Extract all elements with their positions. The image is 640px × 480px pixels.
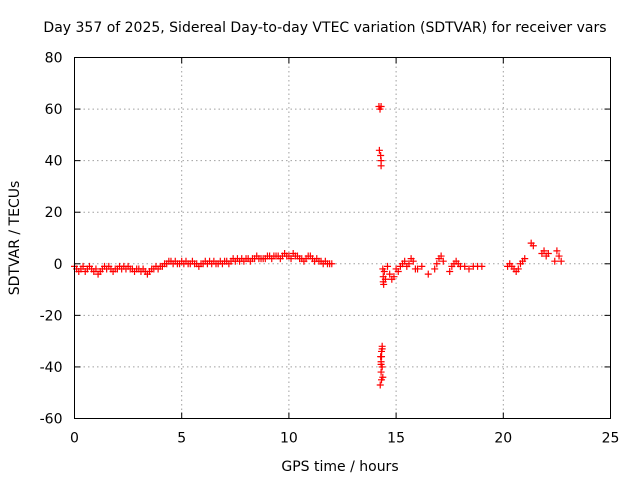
- data-point: [446, 268, 454, 276]
- data-point: [375, 146, 383, 154]
- x-tick-label: 25: [602, 431, 620, 447]
- data-point: [92, 265, 100, 273]
- data-point: [465, 265, 473, 273]
- data-points: [71, 102, 565, 389]
- data-point: [386, 270, 394, 278]
- data-point: [394, 268, 402, 276]
- y-tick-label: 40: [45, 154, 63, 170]
- plot-frame: [74, 57, 611, 419]
- data-point: [437, 252, 445, 260]
- data-point: [380, 280, 388, 288]
- y-tick-label: -20: [40, 308, 63, 324]
- data-point: [377, 368, 385, 376]
- data-point: [478, 262, 486, 270]
- data-point: [379, 373, 387, 381]
- x-tick-label: 5: [177, 431, 186, 447]
- grid-lines: [74, 57, 611, 419]
- data-point: [540, 247, 548, 255]
- data-point: [553, 247, 561, 255]
- x-tick-label: 20: [494, 431, 512, 447]
- data-point: [521, 255, 529, 263]
- data-point: [557, 257, 565, 265]
- y-tick-label: -40: [40, 360, 63, 376]
- data-point: [405, 260, 413, 268]
- y-tick-label: 80: [45, 51, 63, 67]
- data-point: [378, 345, 386, 353]
- axis-ticks: 0 5 10 15 20 25 -60 -40 -20 0 20 40 60 80: [40, 51, 620, 447]
- data-point: [328, 260, 336, 268]
- data-point: [377, 162, 385, 170]
- data-point: [377, 360, 385, 368]
- data-point: [414, 265, 422, 273]
- data-point: [390, 273, 398, 281]
- data-point: [431, 265, 439, 273]
- data-point: [376, 381, 384, 389]
- data-point: [433, 260, 441, 268]
- data-point: [439, 257, 447, 265]
- y-tick-label: 60: [45, 102, 63, 118]
- y-tick-label: 20: [45, 205, 63, 221]
- data-point: [555, 252, 563, 260]
- chart-title: Day 357 of 2025, Sidereal Day-to-day VTE…: [43, 20, 606, 36]
- x-tick-label: 10: [280, 431, 298, 447]
- y-axis-label: SDTVAR / TECUs: [7, 181, 23, 296]
- data-point: [377, 102, 385, 110]
- data-point: [79, 262, 87, 270]
- data-point: [380, 268, 388, 276]
- data-point: [551, 257, 559, 265]
- data-point: [514, 265, 522, 273]
- data-point: [544, 249, 552, 257]
- x-tick-label: 0: [70, 431, 79, 447]
- y-tick-label: -60: [40, 412, 63, 428]
- x-tick-label: 15: [387, 431, 405, 447]
- data-point: [409, 257, 417, 265]
- data-point: [461, 262, 469, 270]
- data-point: [424, 270, 432, 278]
- data-point: [381, 275, 389, 283]
- data-point: [418, 262, 426, 270]
- data-point: [287, 255, 295, 263]
- x-axis-label: GPS time / hours: [281, 459, 398, 475]
- data-point: [401, 257, 409, 265]
- data-point: [384, 262, 392, 270]
- data-point: [529, 242, 537, 250]
- y-tick-label: 0: [54, 257, 63, 273]
- data-point: [378, 353, 386, 361]
